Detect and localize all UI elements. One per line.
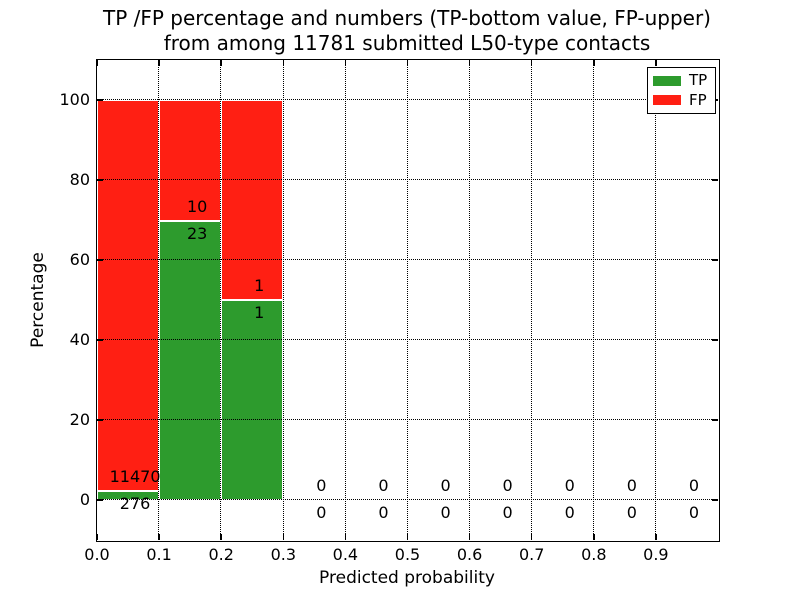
bar-label-tp: 0 [378, 503, 389, 522]
x-tick-label: 0.3 [270, 545, 297, 564]
grid-line-vertical [344, 60, 346, 540]
grid-line-vertical [593, 60, 595, 540]
legend-label-tp: TP [689, 71, 708, 90]
y-tick-label: 100 [59, 90, 90, 109]
fp-swatch-icon [653, 95, 681, 106]
bar-label-fp: 0 [440, 476, 451, 495]
x-tick-label: 0.8 [581, 545, 607, 564]
bar-label-fp: 0 [626, 476, 637, 495]
y-tick-mark-right [712, 419, 718, 421]
x-tick-mark [468, 534, 471, 540]
y-tick-mark [97, 99, 103, 101]
bar-label-fp: 0 [688, 476, 700, 495]
bar-segment-fp [221, 100, 284, 300]
x-tick-mark [344, 534, 347, 540]
y-tick-mark-right [712, 339, 718, 341]
bar-label-fp: 0 [316, 476, 327, 495]
y-tick-label: 80 [69, 170, 90, 189]
x-tick-mark [655, 534, 657, 540]
bar-label-fp: 11470 [109, 466, 161, 486]
chart-title-line2: from among 11781 submitted L50-type cont… [163, 31, 651, 55]
y-tick-mark-right [712, 499, 718, 501]
bar-label-tp: 0 [688, 503, 700, 522]
chart-title-line1: TP /FP percentage and numbers (TP-bottom… [103, 6, 711, 30]
x-tick-mark-top [96, 60, 98, 66]
y-tick-mark [97, 339, 103, 341]
bar-segment-fp [97, 100, 160, 491]
x-tick-mark [593, 534, 595, 540]
bar-segment-tp [159, 221, 222, 500]
x-tick-label: 0.9 [643, 545, 669, 564]
x-tick-label: 0.0 [84, 545, 110, 564]
x-tick-label: 0.6 [456, 545, 483, 564]
bar-label-tp: 23 [186, 224, 208, 244]
bar-label-tp: 0 [440, 503, 451, 522]
x-tick-label: 0.4 [332, 545, 359, 564]
x-tick-mark-top [655, 60, 657, 66]
y-tick-label: 0 [79, 490, 90, 509]
grid-line-vertical [220, 60, 222, 540]
x-tick-mark [158, 534, 160, 540]
x-tick-label: 0.7 [518, 545, 545, 564]
x-tick-mark [530, 534, 533, 540]
x-tick-mark [282, 534, 285, 540]
x-tick-mark [220, 534, 222, 540]
x-tick-mark-top [468, 60, 471, 66]
x-tick-mark [406, 534, 409, 540]
chart-title: TP /FP percentage and numbers (TP-bottom… [103, 6, 711, 56]
x-tick-label: 0.1 [146, 545, 172, 564]
bar-label-tp: 0 [502, 503, 513, 522]
y-tick-mark [97, 499, 103, 501]
x-tick-mark-top [158, 60, 160, 66]
y-tick-mark-right [712, 179, 718, 181]
grid-line-vertical [158, 60, 160, 540]
bar-label-fp: 0 [564, 476, 575, 495]
grid-line-vertical [468, 60, 470, 540]
x-tick-label: 0.2 [208, 545, 234, 564]
legend: TP FP [647, 67, 716, 114]
y-tick-mark-right [712, 259, 718, 261]
y-tick-mark [97, 419, 103, 421]
bar-segment-tp [221, 300, 284, 500]
y-tick-mark [97, 179, 103, 181]
x-tick-mark-top [593, 60, 595, 66]
legend-item-fp: FP [653, 90, 710, 109]
bar-label-tp: 0 [626, 503, 637, 522]
tp-swatch-icon [653, 75, 681, 86]
bar-label-fp: 0 [502, 476, 513, 495]
bar-label-fp: 0 [378, 476, 389, 495]
y-tick-mark [97, 259, 103, 261]
y-tick-label: 60 [69, 250, 90, 269]
bar-label-tp: 0 [564, 503, 575, 522]
x-tick-mark-top [344, 60, 347, 66]
y-tick-label: 20 [69, 410, 90, 429]
y-tick-label: 40 [69, 330, 90, 349]
bar-label-tp: 0 [316, 503, 327, 522]
x-tick-mark-top [220, 60, 222, 66]
x-tick-mark [96, 534, 98, 540]
grid-line-vertical [406, 60, 408, 540]
grid-line-vertical [530, 60, 532, 540]
legend-label-fp: FP [689, 90, 707, 109]
x-axis-label: Predicted probability [319, 568, 495, 588]
bar-label-fp: 1 [254, 276, 265, 295]
bar-segment-fp [159, 100, 222, 222]
grid-line-vertical [655, 60, 657, 540]
x-tick-label: 0.5 [394, 545, 421, 564]
bar-label-tp: 1 [254, 303, 265, 322]
legend-item-tp: TP [653, 73, 710, 88]
grid-line-vertical [282, 60, 284, 540]
bar-label-tp: 276 [119, 493, 151, 513]
x-tick-mark-top [530, 60, 533, 66]
x-tick-mark-top [282, 60, 285, 66]
x-tick-mark-top [406, 60, 409, 66]
bar-label-fp: 10 [186, 197, 208, 217]
